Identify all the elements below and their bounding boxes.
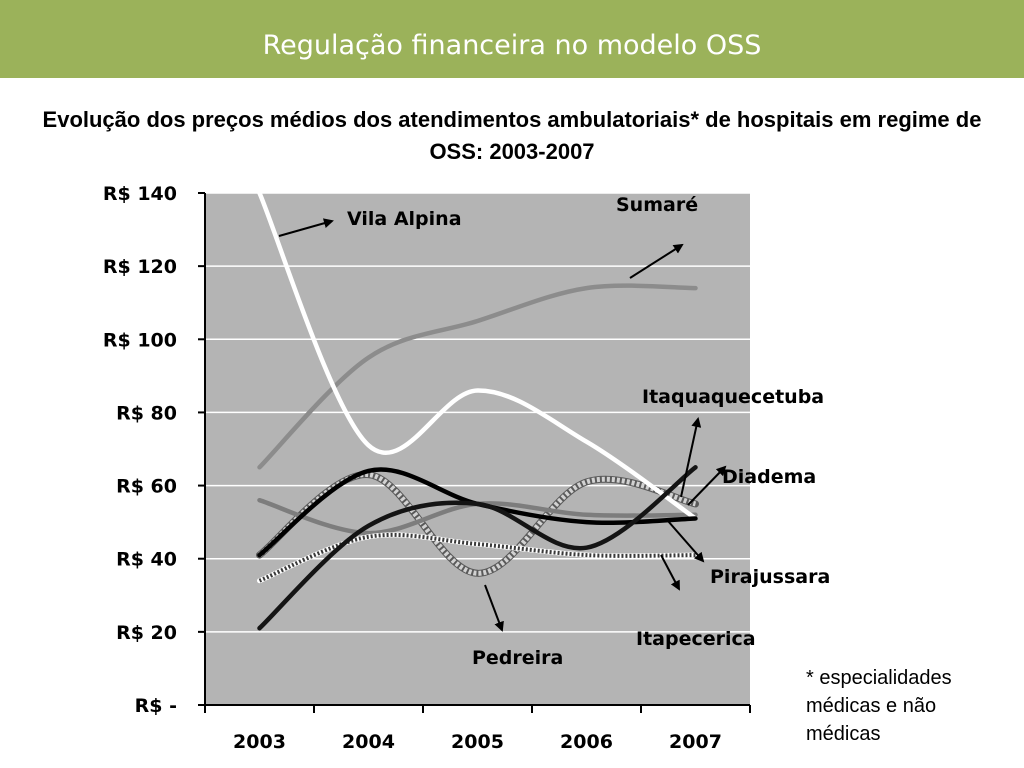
annotation-label: Diadema: [722, 466, 816, 488]
series-line: [257, 283, 698, 470]
data-point: [585, 513, 588, 516]
x-tick-label: 2004: [342, 731, 395, 753]
annotation-label: Vila Alpina: [347, 208, 462, 230]
annotation-itapecerica: Itapecerica: [636, 554, 756, 650]
data-point: [476, 320, 479, 323]
data-point: [585, 546, 588, 549]
data-point: [367, 473, 370, 476]
data-point: [367, 444, 370, 447]
data-point: [258, 192, 261, 195]
series-line: [258, 532, 696, 583]
data-point: [694, 502, 697, 505]
data-point: [585, 440, 588, 443]
y-tick-label: R$ 60: [116, 476, 177, 498]
y-tick-label: R$ 100: [103, 329, 177, 351]
data-point: [258, 627, 261, 630]
annotation-pirajussara: Pirajussara: [667, 520, 830, 588]
y-tick-label: R$ 20: [116, 622, 177, 644]
annotation-pedreira: Pedreira: [472, 584, 563, 669]
data-point: [476, 389, 479, 392]
line-chart: R$ 140 R$ 120 R$ 100 R$ 80 R$ 60 R$ 40 R$ 20 R$…: [70, 175, 908, 758]
data-point: [585, 554, 588, 557]
annotation-itaquaquecetuba: Itaquaquecetuba: [642, 386, 824, 498]
data-point: [694, 466, 697, 469]
y-tick-label: R$ -: [135, 695, 177, 717]
annotation-arrow: [484, 584, 504, 632]
annotation-arrow: [680, 417, 702, 498]
annotation-arrow: [667, 520, 705, 563]
y-tick-label: R$ 140: [103, 183, 177, 205]
data-point: [367, 535, 370, 538]
data-point: [367, 469, 370, 472]
y-tick-label: R$ 40: [116, 549, 177, 571]
annotation-sumare: Sumaré: [616, 194, 698, 279]
x-tick-label: 2006: [560, 731, 613, 753]
title-banner: Regulação financeira no modelo OSS: [0, 0, 1024, 78]
data-point: [476, 543, 479, 546]
data-point: [367, 356, 370, 359]
series-line: [257, 465, 698, 631]
data-point: [258, 466, 261, 469]
x-tick-label: 2005: [451, 731, 504, 753]
data-point: [258, 579, 261, 582]
plot-area: [205, 193, 750, 705]
x-tick-label: 2003: [233, 731, 286, 753]
annotation-label: Itaquaquecetuba: [642, 386, 824, 408]
annotation-arrow: [660, 554, 680, 591]
data-point: [476, 572, 479, 575]
data-point: [258, 499, 261, 502]
footnote: * especialidades médicas e não médicas: [806, 667, 952, 745]
series-itapecerica: [257, 532, 698, 584]
annotation-vila-alpina: Vila Alpina: [278, 208, 462, 237]
annotation-label: Itapecerica: [636, 628, 756, 650]
data-point: [585, 287, 588, 290]
data-point: [258, 554, 261, 557]
annotation-label: Pedreira: [472, 647, 563, 669]
series-line: [257, 190, 698, 521]
data-point: [694, 517, 697, 520]
x-tick-label: 2007: [669, 731, 722, 753]
chart-caption: Evolução dos preços médios dos atendimen…: [42, 107, 982, 164]
annotation-label: Pirajussara: [710, 566, 830, 588]
data-point: [585, 480, 588, 483]
annotation-label: Sumaré: [616, 194, 698, 216]
slide-title: Regulação financeira no modelo OSS: [262, 30, 762, 61]
y-tick-label: R$ 80: [116, 402, 177, 424]
annotation-diadema: Diadema: [687, 465, 816, 506]
data-point: [367, 524, 370, 527]
y-tick-label: R$ 120: [103, 256, 177, 278]
data-point: [694, 287, 697, 290]
annotation-arrow: [278, 218, 334, 237]
series-sumare: [257, 283, 698, 470]
series-itaquaquecetuba: [257, 465, 698, 631]
data-point: [476, 502, 479, 505]
data-point: [585, 521, 588, 524]
series-vila-alpina: [257, 190, 698, 521]
annotation-arrow: [687, 465, 727, 506]
annotation-arrow: [629, 243, 684, 279]
